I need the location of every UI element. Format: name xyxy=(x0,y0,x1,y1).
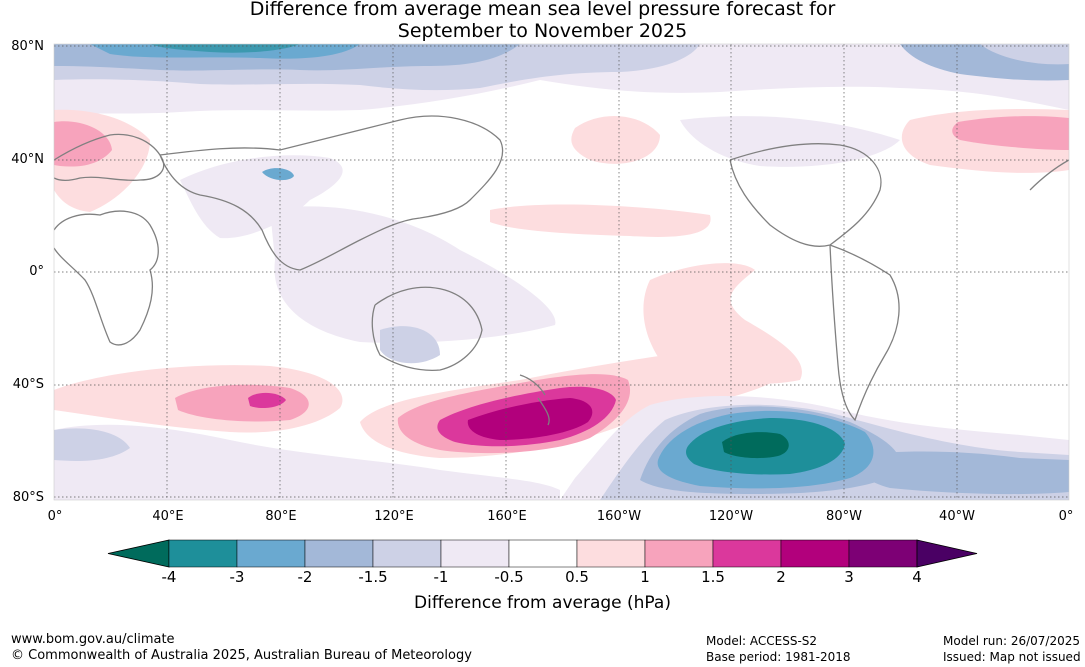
lon-label-120w: 120°W xyxy=(708,509,754,524)
lon-label-160w: 160°W xyxy=(596,509,642,524)
colorbar-tick: -1 xyxy=(433,568,449,586)
colorbar-tick: -2 xyxy=(297,568,313,586)
colorbar-label: Difference from average (hPa) xyxy=(414,593,671,613)
indian-ocean-high-anomaly xyxy=(54,365,343,433)
lon-label-160e: 160°E xyxy=(487,509,527,524)
map-title-line1: Difference from average mean sea level p… xyxy=(249,0,836,20)
lat-label-80s: 80°S xyxy=(12,490,44,505)
colorbar-tick: 2 xyxy=(776,568,786,586)
lon-label-0-left: 0° xyxy=(47,509,63,524)
map-title-line2: September to November 2025 xyxy=(397,20,688,42)
lon-label-0-right: 0° xyxy=(1058,509,1074,524)
colorbar-segment xyxy=(236,539,306,568)
colorbar-tick: -1.5 xyxy=(358,568,388,586)
graticule xyxy=(54,44,1069,500)
arctic-low-anomaly xyxy=(54,44,1069,239)
footer-issued: Issued: Map not issued xyxy=(943,650,1081,664)
colorbar-segment xyxy=(780,539,850,568)
colorbar-segment xyxy=(304,539,374,568)
northern-high-anomalies xyxy=(54,109,1069,238)
colorbar-segment xyxy=(644,539,714,568)
colorbar-segment xyxy=(576,539,646,568)
lat-label-40s: 40°S xyxy=(12,377,44,392)
colorbar-segment xyxy=(168,539,238,568)
colorbar-segment xyxy=(372,539,442,568)
southern-ocean-low-anomaly xyxy=(560,395,1069,500)
coastlines xyxy=(54,115,1069,426)
colorbar-tick: -0.5 xyxy=(494,568,524,586)
colorbar-tick: 4 xyxy=(912,568,922,586)
lon-label-80w: 80°W xyxy=(826,509,862,524)
lat-label-0: 0° xyxy=(29,264,44,279)
footer-model-run: Model run: 26/07/2025 xyxy=(943,634,1081,648)
lon-label-40e: 40°E xyxy=(152,509,184,524)
colorbar xyxy=(107,539,978,568)
lon-label-40w: 40°W xyxy=(939,509,975,524)
footer-copyright: © Commonwealth of Australia 2025, Austra… xyxy=(11,648,472,663)
colorbar-tick: 0.5 xyxy=(565,568,589,586)
lon-label-120e: 120°E xyxy=(374,509,414,524)
colorbar-extension-low xyxy=(107,539,170,568)
lon-label-80e: 80°E xyxy=(265,509,297,524)
tropical-anomalies xyxy=(54,206,802,500)
lat-label-40n: 40°N xyxy=(11,152,44,167)
footer-website: www.bom.gov.au/climate xyxy=(11,632,175,647)
colorbar-tick: -4 xyxy=(161,568,177,586)
footer-base-period: Base period: 1981-2018 xyxy=(706,650,851,664)
colorbar-segment xyxy=(848,539,918,568)
colorbar-segment xyxy=(712,539,782,568)
south-pacific-high-anomaly xyxy=(360,345,790,458)
colorbar-tick: 3 xyxy=(844,568,854,586)
colorbar-segment xyxy=(508,539,578,568)
colorbar-tick: -3 xyxy=(229,568,245,586)
lat-label-80n: 80°N xyxy=(11,39,44,54)
colorbar-extension-high xyxy=(916,539,978,568)
colorbar-segment xyxy=(440,539,510,568)
footer-model: Model: ACCESS-S2 xyxy=(706,634,818,648)
colorbar-tick: 1 xyxy=(640,568,650,586)
colorbar-tick: 1.5 xyxy=(701,568,725,586)
